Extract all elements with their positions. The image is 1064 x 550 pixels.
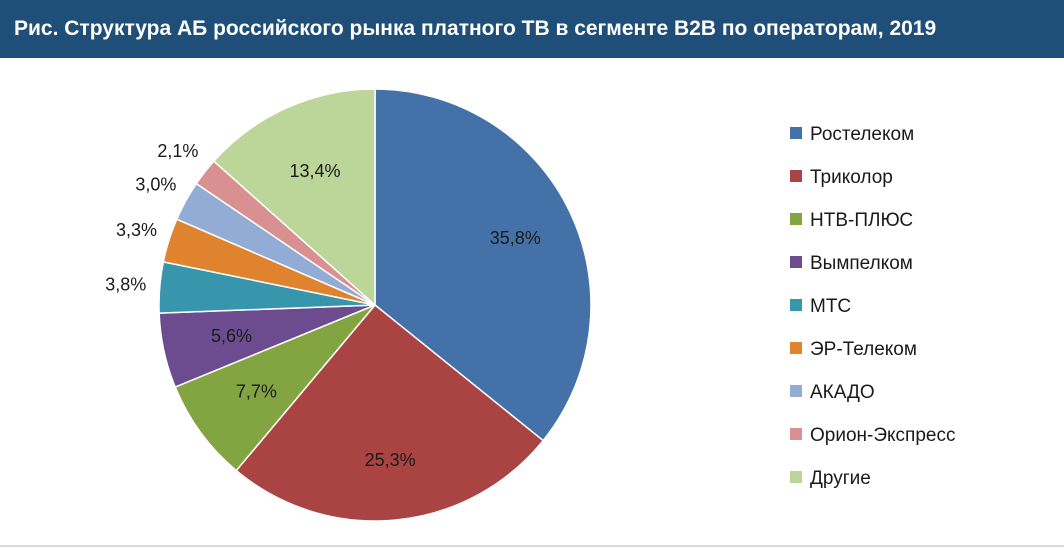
- data-label-3: 7,7%: [236, 382, 277, 402]
- legend-swatch-8: [790, 428, 802, 440]
- legend-swatch-3: [790, 213, 802, 225]
- legend-swatch-4: [790, 256, 802, 268]
- data-label-9: 13,4%: [289, 161, 340, 181]
- title-bar: Рис. Структура АБ российского рынка плат…: [0, 0, 1064, 58]
- legend-swatch-6: [790, 342, 802, 354]
- legend-label-3: НТВ-ПЛЮС: [810, 210, 913, 231]
- legend: Ростелеком Триколор НТВ-ПЛЮС Вымпелком МТС ЭР…: [790, 124, 955, 489]
- data-label-5: 3,8%: [105, 275, 146, 295]
- pie-data-labels: 35,8% 25,3% 7,7% 5,6% 3,8% 3,3% 3,0% 2,1% 13,4%: [105, 141, 541, 470]
- data-label-2: 25,3%: [365, 450, 416, 470]
- data-label-8: 2,1%: [157, 141, 198, 161]
- pie-slice-3: [174, 304, 376, 472]
- legend-label-9: Другие: [810, 468, 871, 489]
- legend-label-7: АКАДО: [810, 382, 875, 403]
- legend-swatch-5: [790, 299, 802, 311]
- pie-chart: 35,8%25,3%7,7%5,6%3,8%3,3%3,0%2,1%13,4% …: [105, 88, 955, 522]
- bottom-divider: [0, 545, 1064, 547]
- chart-area: 35,8% 25,3% 7,7% 5,6% 3,8% 3,3% 3,0% 2,1% 13,4% …: [0, 58, 1064, 542]
- data-label-6: 3,3%: [116, 220, 157, 240]
- pie-slice-1: [374, 88, 592, 442]
- legend-swatch-1: [790, 127, 802, 139]
- legend-label-6: ЭР-Телеком: [810, 339, 917, 360]
- data-label-1: 35,8%: [490, 228, 541, 248]
- legend-swatch-9: [790, 471, 802, 483]
- legend-swatch-7: [790, 385, 802, 397]
- pie-slice-2: [235, 303, 545, 522]
- legend-label-2: Триколор: [810, 167, 893, 188]
- legend-swatch-2: [790, 170, 802, 182]
- legend-label-8: Орион-Экспресс: [810, 425, 955, 446]
- legend-label-1: Ростелеком: [810, 124, 914, 145]
- pie-slices: [158, 88, 592, 522]
- legend-label-5: МТС: [810, 296, 851, 317]
- data-label-4: 5,6%: [211, 326, 252, 346]
- pie-slice-9: [212, 88, 376, 307]
- chart-title: Рис. Структура АБ российского рынка плат…: [14, 17, 937, 40]
- legend-label-4: Вымпелком: [810, 253, 913, 274]
- data-label-7: 3,0%: [135, 175, 176, 195]
